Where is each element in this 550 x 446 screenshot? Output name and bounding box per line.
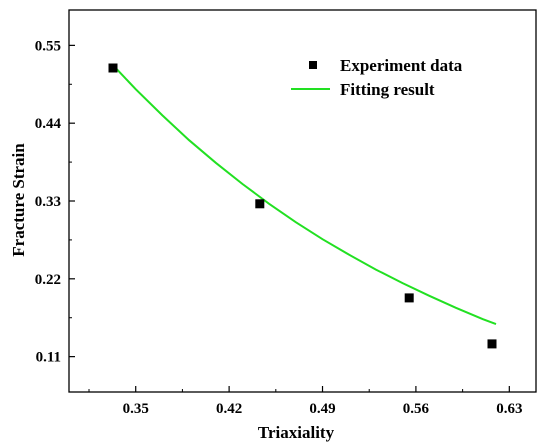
plot-frame <box>68 9 537 393</box>
y-tick-label: 0.22 <box>35 272 61 288</box>
x-tick-label: 0.63 <box>496 401 522 417</box>
plot-area <box>108 63 497 349</box>
fitting-result-line <box>112 64 497 326</box>
legend-marker-experiment <box>309 61 317 69</box>
experiment-data-point <box>255 199 265 209</box>
legend-label-fitting: Fitting result <box>340 80 435 99</box>
y-tick-label: 0.33 <box>35 194 61 210</box>
experiment-data-point <box>404 293 414 303</box>
y-tick-label: 0.44 <box>35 116 62 132</box>
legend-label-experiment: Experiment data <box>340 56 463 75</box>
y-tick-label: 0.11 <box>36 350 61 366</box>
x-axis: 0.35 0.42 0.49 0.56 0.63 <box>88 386 522 417</box>
y-tick-label: 0.55 <box>35 38 61 54</box>
x-tick-label: 0.35 <box>123 401 149 417</box>
legend: Experiment data Fitting result <box>291 56 463 99</box>
y-axis: 0.11 0.22 0.33 0.44 0.55 <box>35 38 75 366</box>
x-axis-title: Triaxiality <box>258 423 335 442</box>
y-axis-title: Fracture Strain <box>9 143 28 257</box>
experiment-data-point <box>108 63 118 73</box>
x-tick-label: 0.49 <box>309 401 335 417</box>
experiment-data-point <box>487 339 497 349</box>
x-tick-label: 0.42 <box>216 401 242 417</box>
x-tick-label: 0.56 <box>403 401 430 417</box>
